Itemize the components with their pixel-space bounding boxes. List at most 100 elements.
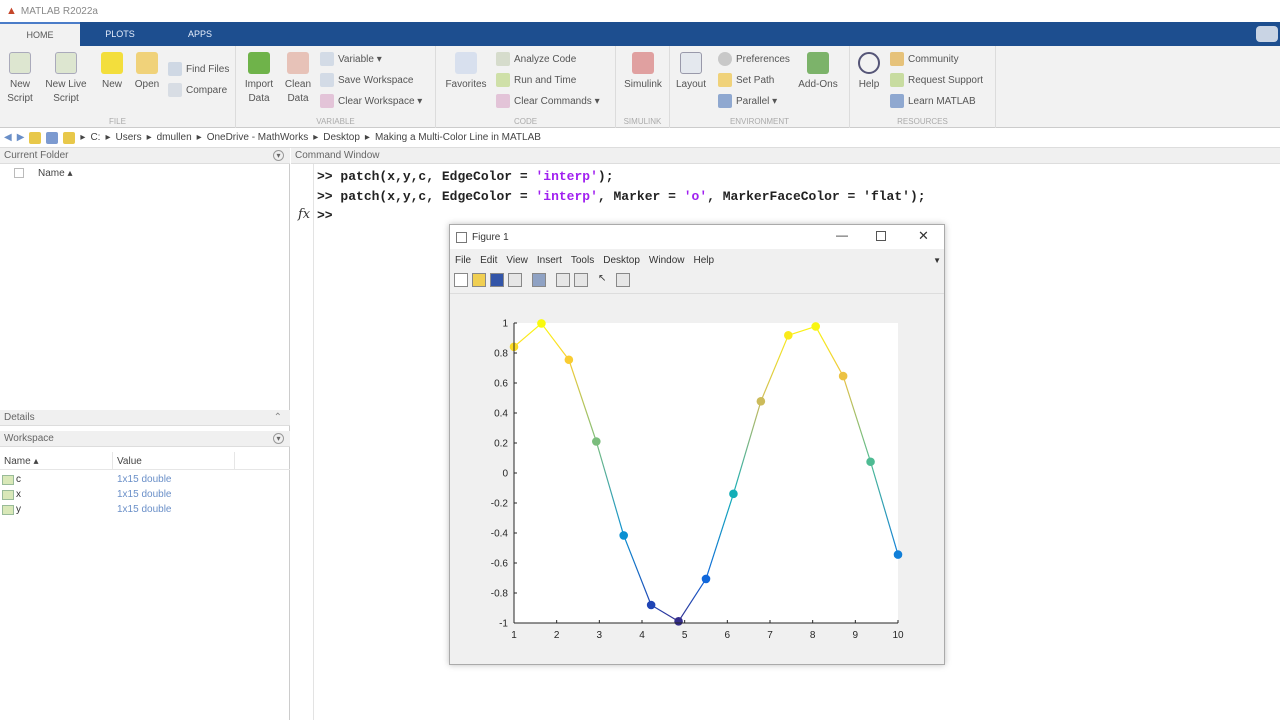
preferences-button[interactable]: Preferences [718, 50, 790, 68]
y-tick-label: 1 [502, 319, 508, 330]
x-tick-label: 6 [725, 630, 731, 641]
forward-icon[interactable]: ▶ [16, 132, 25, 143]
y-tick-label: 0.8 [494, 349, 508, 360]
plot-axes[interactable]: 1 2 3 4 5 6 7 8 9 10 -1 -0.8 -0.6 -0.4 -0.2 0 0.2 0.4 0.6 0… [450, 295, 944, 665]
back-icon[interactable]: ◀ [4, 132, 12, 143]
print-icon[interactable] [508, 273, 522, 287]
figure-menu-window[interactable]: Window [648, 255, 685, 266]
command-prompt[interactable]: >> [317, 208, 333, 223]
tab-plots[interactable]: PLOTS [105, 29, 135, 39]
variable-name: c [16, 474, 21, 485]
up-folder-icon[interactable] [29, 131, 42, 144]
data-point [784, 331, 793, 340]
layout-button[interactable]: Layout [674, 52, 708, 92]
favorites-button[interactable]: Favorites [442, 52, 490, 92]
figure-menu-view[interactable]: View [506, 255, 528, 266]
breadcrumb-1[interactable]: Users [115, 132, 142, 143]
legend-icon[interactable] [574, 273, 588, 287]
compare-button[interactable]: Compare [168, 81, 227, 99]
folder-icon[interactable] [63, 131, 76, 144]
panel-actions-icon[interactable]: ▾ [273, 150, 284, 161]
analyze-code-button[interactable]: Analyze Code [496, 50, 576, 68]
run-and-time-button[interactable]: Run and Time [496, 71, 576, 89]
command-window-header: Command Window [291, 148, 1280, 164]
breadcrumb-3[interactable]: OneDrive - MathWorks [206, 132, 309, 143]
property-editor-icon[interactable] [616, 273, 630, 287]
request-support-button[interactable]: Request Support [890, 71, 983, 89]
name-column-header[interactable]: Name ▴ [38, 168, 73, 179]
browse-folder-icon[interactable] [46, 131, 59, 144]
figure-menu-insert[interactable]: Insert [536, 255, 562, 266]
axes-background [514, 323, 898, 623]
y-tick-label: 0 [502, 469, 508, 480]
workspace-name-column[interactable]: Name ▴ [4, 456, 39, 467]
dock-arrow-icon[interactable]: ▼ [933, 256, 941, 265]
community-button[interactable]: Community [890, 50, 959, 68]
data-point [564, 355, 574, 365]
parallel-button[interactable]: Parallel ▾ [718, 92, 777, 110]
search-documentation-button[interactable] [1256, 26, 1278, 42]
panel-actions-icon[interactable]: ▾ [273, 433, 284, 444]
new-script-button[interactable]: New Script [3, 52, 37, 106]
function-browser-icon[interactable]: fx [298, 207, 311, 222]
select-checkbox[interactable] [14, 168, 24, 178]
learn-matlab-button[interactable]: Learn MATLAB [890, 92, 976, 110]
data-point [756, 397, 766, 406]
y-tick-label: -0.4 [491, 529, 509, 540]
breadcrumb-4[interactable]: Desktop [323, 132, 360, 143]
variable-button[interactable]: Variable ▾ [320, 50, 382, 68]
tab-apps[interactable]: APPS [187, 29, 212, 39]
line-segment [540, 323, 570, 361]
workspace-row[interactable]: y 1x15 double [0, 503, 290, 518]
variable-name: y [16, 504, 21, 515]
data-point [619, 531, 628, 540]
left-panels: Current Folder ▾ Name ▴ Details ⌃ Workspac… [0, 148, 290, 720]
import-data-button[interactable]: Import Data [242, 52, 276, 106]
new-button[interactable]: New [95, 52, 129, 92]
y-tick-label: 0.6 [494, 379, 508, 390]
edit-plot-arrow-icon[interactable]: ↖ [598, 273, 607, 284]
set-path-button[interactable]: Set Path [718, 71, 774, 89]
simulink-group: Simulink SIMULINK [616, 46, 670, 128]
variable-value: 1x15 double [117, 489, 172, 500]
figure-menu-help[interactable]: Help [693, 255, 715, 266]
figure-menu-tools[interactable]: Tools [570, 255, 595, 266]
details-header[interactable]: Details ⌃ [0, 410, 290, 426]
link-plot-icon[interactable] [532, 273, 546, 287]
close-button[interactable]: ✕ [918, 228, 929, 243]
open-file-icon[interactable] [472, 273, 486, 287]
clean-data-button[interactable]: Clean Data [281, 52, 315, 106]
figure-window[interactable]: Figure 1 — ✕ File Edit View Insert Tools Desk… [449, 224, 945, 665]
current-folder-header: Current Folder ▾ [0, 148, 290, 164]
data-point [674, 617, 683, 626]
breadcrumb-2[interactable]: dmullen [156, 132, 192, 143]
new-live-script-button[interactable]: New Live Script [44, 52, 88, 106]
save-icon[interactable] [490, 273, 504, 287]
breadcrumb-0[interactable]: C: [90, 132, 101, 143]
figure-menu-desktop[interactable]: Desktop [603, 255, 640, 266]
figure-menu-file[interactable]: File [455, 255, 472, 266]
variable-icon [2, 475, 14, 485]
simulink-button[interactable]: Simulink [622, 52, 664, 92]
address-bar: ◀ ▶ ▸ C: ▸ Users ▸ dmullen ▸ OneDrive - Mat… [0, 128, 1280, 148]
maximize-button[interactable] [876, 231, 886, 241]
tab-home[interactable]: HOME [0, 22, 80, 46]
add-ons-button[interactable]: Add-Ons [796, 52, 840, 92]
colorbar-icon[interactable] [556, 273, 570, 287]
figure-menu-edit[interactable]: Edit [480, 255, 498, 266]
open-button[interactable]: Open [130, 52, 164, 92]
variable-icon [2, 490, 14, 500]
workspace-header: Workspace ▾ [0, 431, 290, 447]
workspace-row[interactable]: c 1x15 double [0, 473, 290, 488]
clear-workspace-button[interactable]: Clear Workspace ▾ [320, 92, 422, 110]
help-button[interactable]: Help [852, 52, 886, 92]
breadcrumb-5[interactable]: Making a Multi-Color Line in MATLAB [374, 132, 541, 143]
minimize-button[interactable]: — [836, 228, 848, 242]
clear-commands-button[interactable]: Clear Commands ▾ [496, 92, 600, 110]
new-figure-icon[interactable] [454, 273, 468, 287]
figure-title: Figure 1 [472, 231, 509, 243]
workspace-row[interactable]: x 1x15 double [0, 488, 290, 503]
find-files-button[interactable]: Find Files [168, 60, 229, 78]
workspace-value-column[interactable]: Value [117, 456, 142, 467]
save-workspace-button[interactable]: Save Workspace [320, 71, 413, 89]
